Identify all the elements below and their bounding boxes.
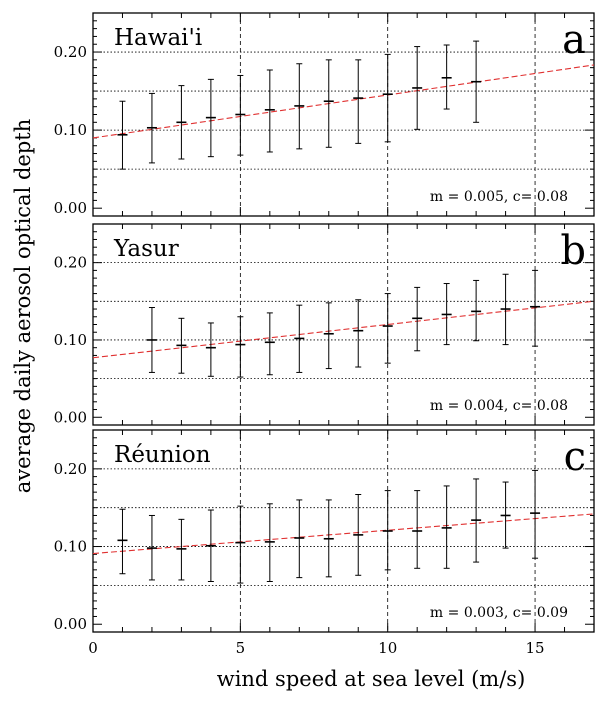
y-tick-label: 0.00: [54, 615, 87, 633]
y-tick-label: 0.00: [54, 199, 87, 217]
y-tick-label: 0.20: [54, 43, 87, 61]
x-tick-label: 0: [88, 639, 98, 657]
fit-line: [92, 513, 595, 555]
x-axis-title: wind speed at sea level (m/s): [217, 667, 526, 691]
panel-b: 0.00 0.10 0.20 Yasur b m = 0.004, c= 0.08: [54, 223, 595, 426]
x-tick-label: 15: [526, 639, 545, 657]
panel-letter: a: [562, 17, 586, 63]
y-tick-label: 0.20: [54, 254, 87, 272]
fit-annotation: m = 0.005, c= 0.08: [430, 189, 568, 205]
y-tick-label: 0.10: [54, 331, 87, 349]
x-tick-label: 5: [236, 639, 246, 657]
panel-a: 0.00 0.10 0.20 Hawai'i a m = 0.005, c= 0.08: [54, 12, 595, 217]
panel-name: Yasur: [113, 236, 179, 262]
panel-letter: c: [564, 434, 586, 480]
y-tick-label: 0.10: [54, 538, 87, 556]
fit-line: [92, 64, 595, 139]
panel-letter: b: [560, 228, 586, 274]
fit-line: [92, 300, 595, 359]
y-tick-label: 0.00: [54, 408, 87, 426]
y-tick-label: 0.10: [54, 121, 87, 139]
y-axis-title: average daily aerosol optical depth: [11, 119, 35, 493]
panel-c: 0.00 0.10 0.20 Réunion c m = 0.003, c= 0.09: [54, 429, 595, 633]
fit-annotation: m = 0.004, c= 0.08: [430, 398, 568, 414]
panel-name: Hawai'i: [114, 25, 202, 51]
x-tick-label: 10: [378, 639, 397, 657]
y-tick-label: 0.20: [54, 460, 87, 478]
panel-name: Réunion: [114, 442, 211, 468]
fit-annotation: m = 0.003, c= 0.09: [430, 605, 568, 621]
